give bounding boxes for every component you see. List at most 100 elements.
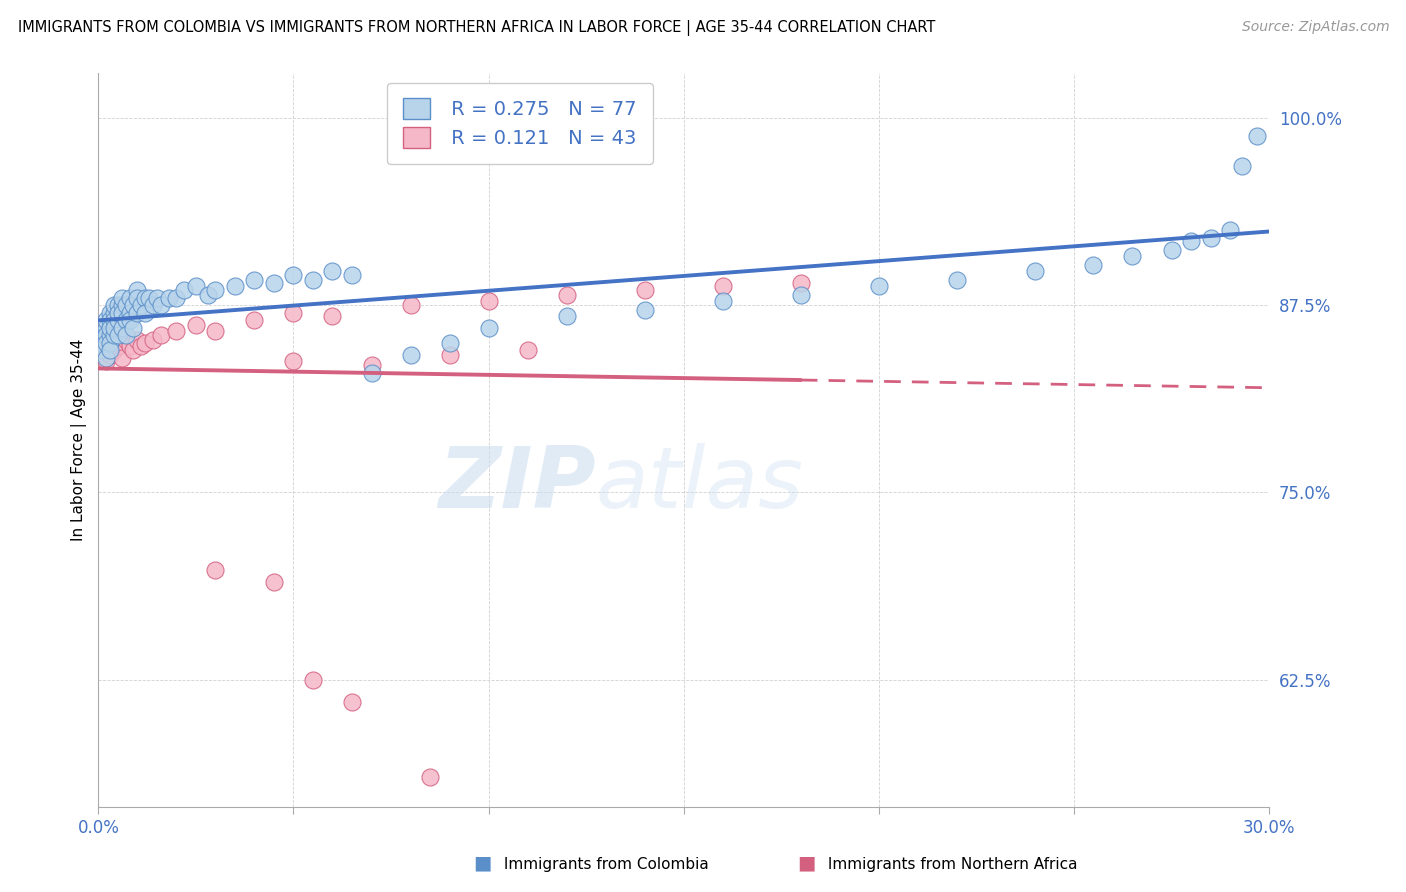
Point bbox=[138, 291, 160, 305]
Point bbox=[478, 293, 501, 308]
Point bbox=[107, 328, 129, 343]
Point bbox=[204, 324, 226, 338]
Point bbox=[96, 351, 118, 365]
Point bbox=[283, 306, 305, 320]
Point bbox=[184, 318, 207, 332]
Point bbox=[360, 366, 382, 380]
Point bbox=[98, 313, 121, 327]
Point bbox=[165, 291, 187, 305]
Point bbox=[157, 291, 180, 305]
Point bbox=[1246, 128, 1268, 143]
Point bbox=[634, 283, 657, 297]
Point bbox=[134, 335, 156, 350]
Point bbox=[165, 324, 187, 338]
Point bbox=[127, 306, 149, 320]
Text: atlas: atlas bbox=[596, 442, 804, 525]
Point bbox=[149, 298, 172, 312]
Point bbox=[107, 320, 129, 334]
Point bbox=[1199, 231, 1222, 245]
Point bbox=[122, 298, 145, 312]
Point bbox=[790, 276, 813, 290]
Point bbox=[111, 328, 134, 343]
Point bbox=[111, 298, 134, 312]
Text: ■: ■ bbox=[474, 854, 492, 872]
Point bbox=[360, 358, 382, 372]
Point bbox=[399, 298, 422, 312]
Point bbox=[118, 338, 141, 352]
Point bbox=[96, 320, 118, 334]
Legend:  R = 0.275   N = 77,  R = 0.121   N = 43: R = 0.275 N = 77, R = 0.121 N = 43 bbox=[387, 83, 652, 164]
Point bbox=[98, 306, 121, 320]
Text: Source: ZipAtlas.com: Source: ZipAtlas.com bbox=[1241, 20, 1389, 34]
Point bbox=[263, 575, 285, 590]
Point bbox=[96, 328, 118, 343]
Point bbox=[283, 353, 305, 368]
Point bbox=[204, 283, 226, 297]
Point bbox=[173, 283, 195, 297]
Point bbox=[91, 335, 114, 350]
Text: ■: ■ bbox=[797, 854, 815, 872]
Point bbox=[149, 328, 172, 343]
Point bbox=[111, 351, 134, 365]
Point bbox=[1219, 223, 1241, 237]
Point bbox=[321, 264, 343, 278]
Point bbox=[439, 335, 461, 350]
Point bbox=[1024, 264, 1046, 278]
Point bbox=[134, 306, 156, 320]
Point bbox=[946, 273, 969, 287]
Point bbox=[321, 309, 343, 323]
Point bbox=[107, 298, 129, 312]
Point bbox=[1121, 249, 1143, 263]
Point bbox=[91, 343, 114, 358]
Point bbox=[399, 348, 422, 362]
Point bbox=[98, 328, 121, 343]
Point bbox=[555, 287, 578, 301]
Point bbox=[340, 268, 363, 283]
Point bbox=[103, 298, 125, 312]
Point bbox=[711, 278, 734, 293]
Point bbox=[134, 291, 156, 305]
Point bbox=[790, 287, 813, 301]
Point bbox=[98, 328, 121, 343]
Point bbox=[263, 276, 285, 290]
Point bbox=[302, 673, 325, 687]
Point bbox=[118, 291, 141, 305]
Point bbox=[111, 320, 134, 334]
Point bbox=[98, 335, 121, 350]
Point bbox=[243, 313, 266, 327]
Point bbox=[107, 313, 129, 327]
Point bbox=[129, 338, 152, 352]
Point bbox=[1160, 243, 1182, 257]
Point bbox=[98, 343, 121, 358]
Point bbox=[204, 563, 226, 577]
Point bbox=[868, 278, 890, 293]
Point bbox=[634, 302, 657, 317]
Point bbox=[114, 313, 136, 327]
Point bbox=[1230, 159, 1253, 173]
Point bbox=[114, 333, 136, 347]
Point bbox=[103, 306, 125, 320]
Point bbox=[91, 328, 114, 343]
Point bbox=[224, 278, 246, 293]
Point bbox=[243, 273, 266, 287]
Point bbox=[114, 328, 136, 343]
Point bbox=[711, 293, 734, 308]
Text: IMMIGRANTS FROM COLOMBIA VS IMMIGRANTS FROM NORTHERN AFRICA IN LABOR FORCE | AGE: IMMIGRANTS FROM COLOMBIA VS IMMIGRANTS F… bbox=[18, 20, 935, 36]
Point bbox=[127, 333, 149, 347]
Point bbox=[96, 335, 118, 350]
Point bbox=[419, 770, 441, 784]
Point bbox=[98, 348, 121, 362]
Point bbox=[118, 313, 141, 327]
Point bbox=[516, 343, 538, 358]
Point bbox=[478, 320, 501, 334]
Point bbox=[96, 353, 118, 368]
Point bbox=[107, 338, 129, 352]
Point bbox=[111, 291, 134, 305]
Point bbox=[114, 298, 136, 312]
Point bbox=[91, 343, 114, 358]
Point bbox=[1180, 234, 1202, 248]
Point bbox=[439, 348, 461, 362]
Point bbox=[96, 313, 118, 327]
Point bbox=[283, 268, 305, 283]
Point bbox=[103, 343, 125, 358]
